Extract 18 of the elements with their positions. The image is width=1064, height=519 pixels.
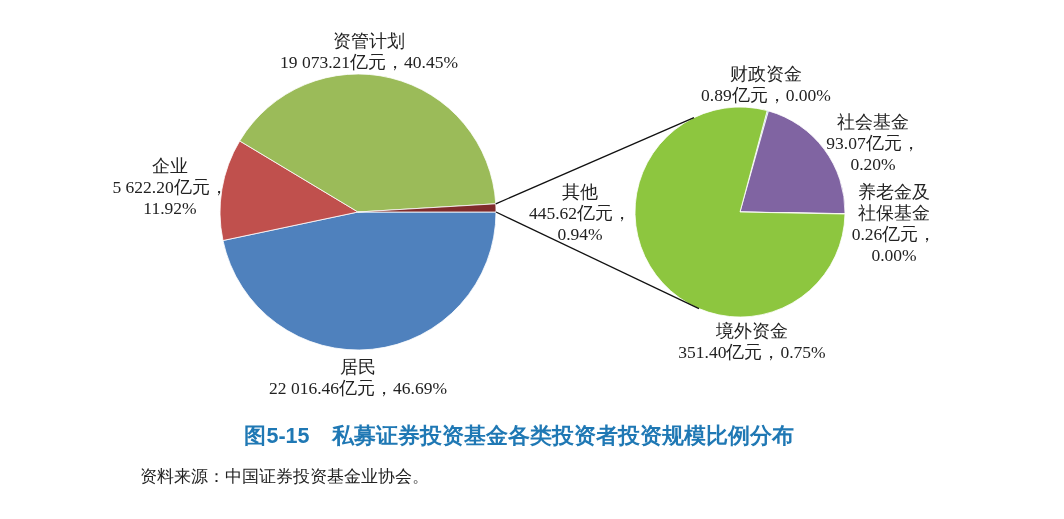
slice-label: 养老金及社保基金 xyxy=(858,182,930,223)
data-label: 22 016.46亿元，46.69% xyxy=(269,378,447,398)
data-label: 351.40亿元，0.75% xyxy=(678,342,826,362)
slice-label: 资管计划 xyxy=(333,31,405,51)
data-label: 445.62亿元，0.94% xyxy=(528,203,632,244)
text: 图5-15 私募证券投资基金各类投资者投资规模比例分布 xyxy=(244,424,794,448)
text: 资料来源：中国证券投资基金业协会。 xyxy=(140,467,429,486)
slice-label: 社会基金 xyxy=(837,112,909,132)
slice-label: 其他 xyxy=(562,182,598,202)
slice-label: 企业 xyxy=(152,156,188,176)
data-label: 93.07亿元，0.20% xyxy=(826,133,920,174)
data-label: 5 622.20亿元，11.92% xyxy=(112,177,228,218)
slice-label: 居民 xyxy=(340,357,376,377)
data-label: 19 073.21亿元，40.45% xyxy=(280,52,458,72)
data-label: 0.26亿元，0.00% xyxy=(851,224,937,265)
data-label: 0.89亿元，0.00% xyxy=(701,85,831,105)
slice-label: 财政资金 xyxy=(730,64,802,84)
slice-label: 境外资金 xyxy=(715,321,788,341)
